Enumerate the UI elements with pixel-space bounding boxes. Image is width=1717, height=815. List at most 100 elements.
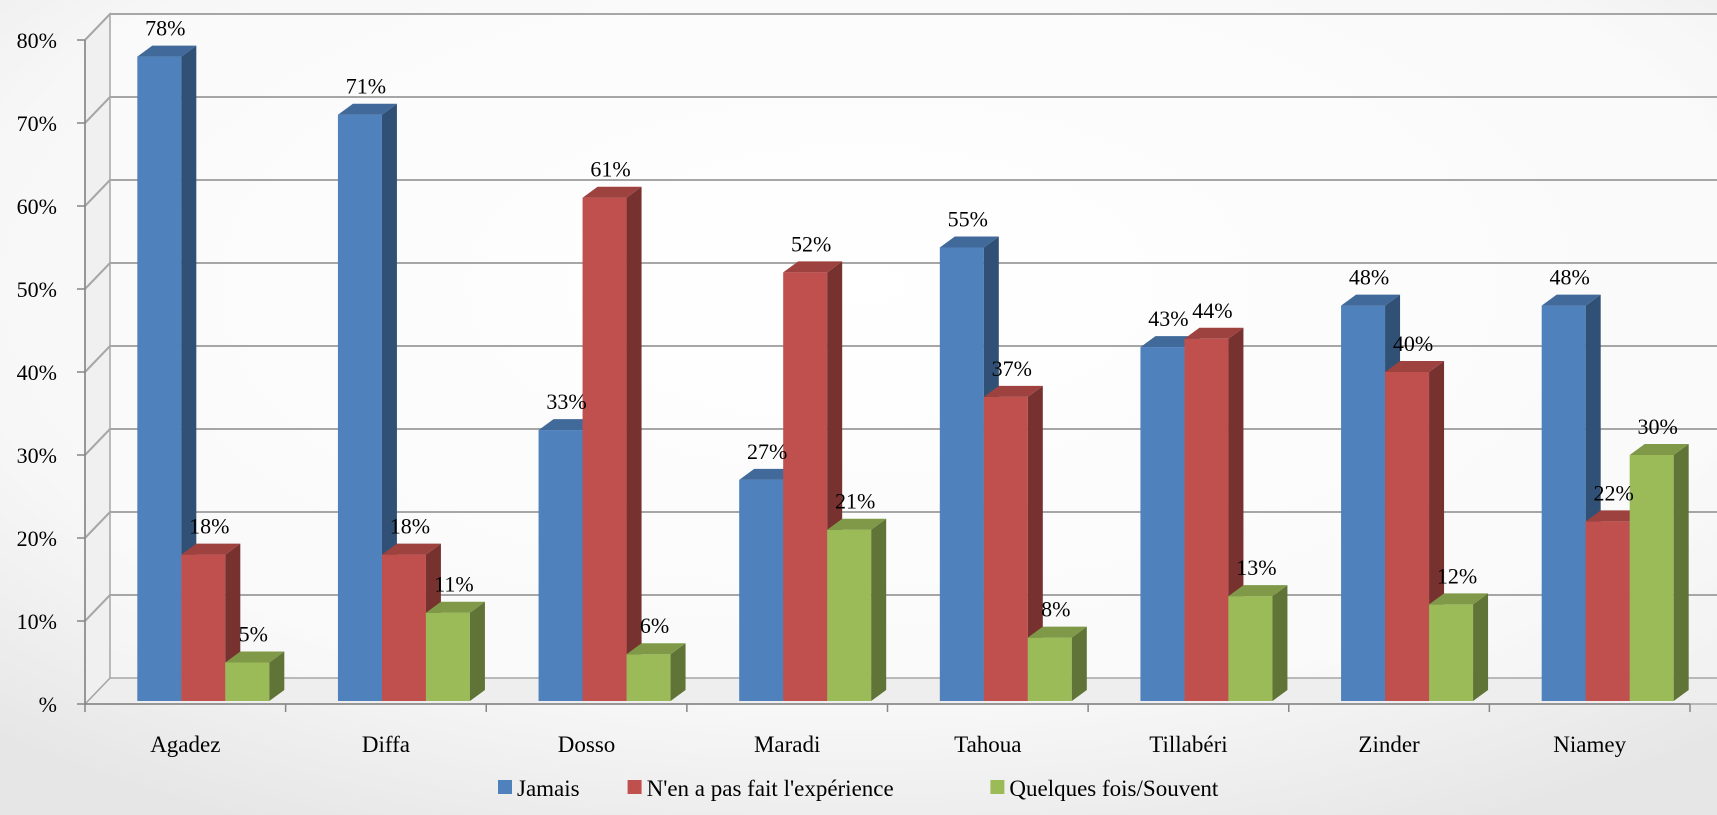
bar bbox=[983, 385, 1043, 701]
bar bbox=[1585, 510, 1645, 701]
bar bbox=[1184, 327, 1244, 701]
bar-top bbox=[1228, 585, 1288, 597]
data-label: 55% bbox=[948, 207, 988, 232]
x-tick-label: Agadez bbox=[150, 732, 220, 757]
bar-top bbox=[137, 45, 197, 57]
x-tick-label: Tillabéri bbox=[1149, 732, 1227, 757]
bar bbox=[425, 601, 485, 701]
bar-front bbox=[137, 56, 182, 702]
bar-front bbox=[1184, 338, 1229, 701]
y-tick-label: 20% bbox=[17, 526, 57, 551]
bar-front bbox=[181, 554, 226, 701]
bar-front bbox=[783, 272, 828, 701]
legend: Jamais N'en a pas fait l'expérience Quelqu… bbox=[498, 776, 1219, 801]
data-label: 40% bbox=[1393, 331, 1433, 356]
data-label: 18% bbox=[189, 514, 229, 539]
bar-front bbox=[425, 612, 470, 701]
y-tick-label: 30% bbox=[17, 443, 57, 468]
bar-front bbox=[337, 114, 382, 701]
data-label: 43% bbox=[1148, 306, 1188, 331]
bar-top bbox=[1429, 593, 1489, 605]
bar-front bbox=[538, 430, 583, 701]
bar bbox=[827, 518, 887, 701]
y-tick-label: 80% bbox=[17, 28, 57, 53]
bar-front bbox=[225, 662, 270, 701]
bar-top bbox=[827, 518, 887, 530]
y-tick-label: 50% bbox=[17, 277, 57, 302]
data-labels: 78% 18% 5% 71% 18% 11% 33% 61% 6% 27% 52% 21% 55% 37%… bbox=[145, 16, 1678, 647]
bar bbox=[137, 45, 197, 702]
x-tick-label: Niamey bbox=[1553, 732, 1626, 757]
bar-top bbox=[783, 261, 843, 273]
bar-side bbox=[269, 651, 285, 701]
data-label: 12% bbox=[1437, 563, 1477, 588]
gridline bbox=[84, 262, 1717, 290]
bar-front bbox=[1585, 521, 1630, 701]
data-label: 11% bbox=[434, 572, 474, 597]
bar-top bbox=[1385, 361, 1445, 372]
bar-front bbox=[739, 479, 784, 701]
legend-label: N'en a pas fait l'expérience bbox=[647, 776, 894, 801]
y-tick-label: % bbox=[39, 692, 57, 717]
data-label: 48% bbox=[1550, 265, 1590, 290]
x-tick-label: Tahoua bbox=[954, 732, 1021, 757]
gridline bbox=[84, 13, 1717, 41]
bar-top bbox=[1027, 626, 1087, 638]
bar-front bbox=[1629, 455, 1674, 701]
bar-side bbox=[181, 45, 197, 702]
data-label: 8% bbox=[1041, 597, 1070, 622]
bar-front bbox=[1027, 637, 1072, 701]
bar-side bbox=[626, 186, 642, 701]
bar bbox=[1429, 593, 1489, 701]
bar-side bbox=[1473, 593, 1489, 701]
y-tick-label: 60% bbox=[17, 194, 57, 219]
data-label: 37% bbox=[992, 356, 1032, 381]
bar-side bbox=[1272, 585, 1288, 701]
bar-top bbox=[1629, 444, 1689, 455]
legend-swatch bbox=[498, 780, 512, 794]
y-tick-label: 70% bbox=[17, 111, 57, 136]
bar-front bbox=[1541, 305, 1586, 701]
bar-front bbox=[381, 554, 426, 701]
bar bbox=[783, 261, 843, 701]
bar-top bbox=[381, 543, 441, 555]
y-tick-label: 40% bbox=[17, 360, 57, 385]
bar bbox=[582, 186, 642, 701]
legend-label: Jamais bbox=[517, 776, 580, 801]
bar-top bbox=[225, 651, 285, 663]
data-label: 27% bbox=[747, 439, 787, 464]
legend-item: Jamais bbox=[498, 776, 580, 801]
legend-item: Quelques fois/Souvent bbox=[990, 776, 1219, 801]
axes: % 10% 20% 30% 40% 50% 60% 70% 80% Agadez Diffa Doss… bbox=[17, 28, 1691, 757]
bar-front bbox=[1140, 347, 1185, 701]
data-label: 48% bbox=[1349, 265, 1389, 290]
data-label: 30% bbox=[1638, 414, 1678, 439]
bar-top bbox=[626, 643, 686, 655]
x-tick-label: Dosso bbox=[558, 732, 616, 757]
bar-front bbox=[582, 197, 627, 701]
bar-front bbox=[626, 654, 671, 701]
bar-top bbox=[1184, 327, 1244, 339]
bar bbox=[626, 643, 686, 701]
data-label: 61% bbox=[590, 157, 630, 182]
bar-side bbox=[469, 601, 485, 701]
gridline bbox=[84, 179, 1717, 207]
bar-side bbox=[1071, 626, 1087, 701]
legend-label: Quelques fois/Souvent bbox=[1009, 776, 1219, 801]
bar-top bbox=[425, 601, 485, 613]
bar-top bbox=[181, 543, 241, 555]
bar-side bbox=[670, 643, 686, 701]
bar-top bbox=[582, 186, 642, 198]
bar-top bbox=[337, 103, 397, 115]
legend-swatch bbox=[627, 780, 642, 794]
data-label: 18% bbox=[390, 514, 430, 539]
bar-front bbox=[1228, 596, 1273, 701]
legend-swatch bbox=[990, 780, 1005, 794]
bar-side bbox=[871, 518, 887, 701]
data-label: 78% bbox=[145, 16, 185, 41]
legend-item: N'en a pas fait l'expérience bbox=[627, 776, 894, 801]
bar-side bbox=[1673, 444, 1689, 701]
data-label: 5% bbox=[239, 622, 268, 647]
